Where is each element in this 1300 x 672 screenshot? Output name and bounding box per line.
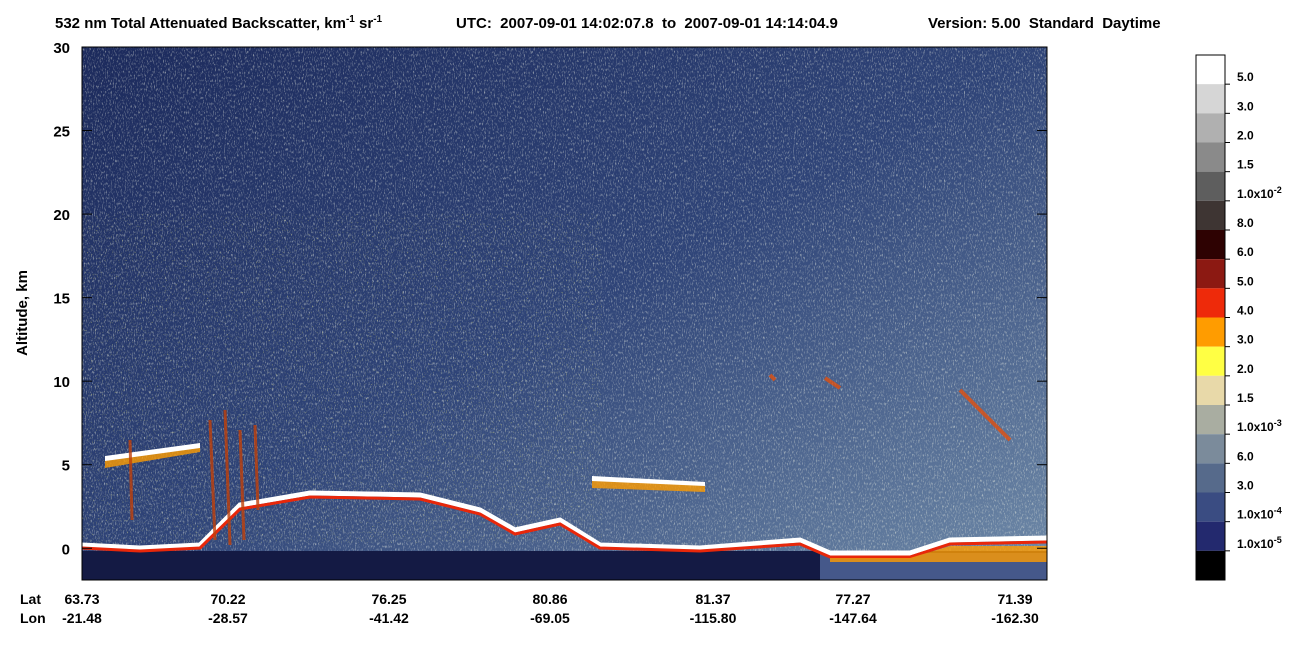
y-tick-label: 5 xyxy=(62,458,70,475)
colorbar-label: 2.0 xyxy=(1237,362,1254,376)
lat-label: 76.25 xyxy=(371,591,406,607)
title-text: 532 nm Total Attenuated Backscatter, km xyxy=(55,15,346,32)
colorbar-label-text: 2.0 xyxy=(1237,362,1254,376)
y-tick-label: 25 xyxy=(53,124,70,141)
lat-label: 77.27 xyxy=(835,591,870,607)
title-superscript: -1 xyxy=(346,14,355,25)
lon-label: -147.64 xyxy=(829,610,877,626)
colorbar-label-text: 1.0x10 xyxy=(1237,508,1274,522)
lon-label: -21.48 xyxy=(62,610,102,626)
colorbar-swatch xyxy=(1196,142,1225,172)
colorbar-swatch xyxy=(1196,317,1225,347)
lat-label: 71.39 xyxy=(997,591,1032,607)
lon-label: -115.80 xyxy=(690,610,737,626)
colorbar-label: 5.0 xyxy=(1237,70,1254,84)
colorbar-label-text: 4.0 xyxy=(1237,304,1254,318)
colorbar-label: 3.0 xyxy=(1237,479,1254,493)
colorbar-label: 1.0x10-4 xyxy=(1237,506,1282,522)
colorbar-label: 1.5 xyxy=(1237,158,1254,172)
backscatter-image xyxy=(81,47,1048,580)
colorbar-label: 3.0 xyxy=(1237,333,1254,347)
chart-title: 532 nm Total Attenuated Backscatter, km-… xyxy=(55,14,383,32)
colorbar-label: 1.5 xyxy=(1237,391,1254,405)
colorbar-swatch xyxy=(1196,521,1225,551)
colorbar-label-text: 2.0 xyxy=(1237,129,1254,143)
colorbar-label: 6.0 xyxy=(1237,449,1254,463)
colorbar-label-text: 3.0 xyxy=(1237,479,1254,493)
colorbar-label-text: 6.0 xyxy=(1237,449,1254,463)
colorbar-label: 6.0 xyxy=(1237,245,1254,259)
lat-label: 70.22 xyxy=(210,591,245,607)
colorbar-label-text: 5.0 xyxy=(1237,70,1254,84)
colorbar-label: 3.0 xyxy=(1237,99,1254,113)
colorbar-label: 1.0x10-2 xyxy=(1237,185,1282,201)
row-label: Lat xyxy=(20,591,41,607)
plot-frame xyxy=(81,46,1048,581)
colorbar-swatch xyxy=(1196,259,1225,289)
colorbar-label-text: 3.0 xyxy=(1237,99,1254,113)
colorbar-swatch xyxy=(1196,463,1225,493)
y-tick-label: 10 xyxy=(53,374,70,391)
lon-label: -162.30 xyxy=(991,610,1039,626)
lat-label: 81.37 xyxy=(695,591,730,607)
colorbar-label-text: 1.0x10 xyxy=(1237,187,1274,201)
lat-label: 80.86 xyxy=(532,591,567,607)
colorbar-label-text: 5.0 xyxy=(1237,274,1254,288)
colorbar-label-text: 3.0 xyxy=(1237,333,1254,347)
title-superscript: -1 xyxy=(373,14,382,25)
colorbar-label: 4.0 xyxy=(1237,304,1254,318)
colorbar-label: 1.0x10-5 xyxy=(1237,535,1282,551)
lon-label: -28.57 xyxy=(208,610,248,626)
lat-label: 63.73 xyxy=(64,591,99,607)
colorbar-label-text: 6.0 xyxy=(1237,245,1254,259)
colorbar-label-superscript: -3 xyxy=(1274,418,1282,428)
colorbar-swatch xyxy=(1196,113,1225,143)
colorbar-swatch xyxy=(1196,200,1225,230)
colorbar-label: 8.0 xyxy=(1237,216,1254,230)
colorbar-swatch xyxy=(1196,434,1225,464)
colorbar-swatch xyxy=(1196,492,1225,522)
y-tick-label: 0 xyxy=(62,541,70,558)
y-tick-label: 15 xyxy=(53,291,70,308)
colorbar-swatch xyxy=(1196,550,1225,580)
version: Version: 5.00 Standard Daytime xyxy=(928,15,1161,32)
colorbar-label-text: 1.5 xyxy=(1237,158,1254,172)
colorbar-label-text: 8.0 xyxy=(1237,216,1254,230)
utc-range: UTC: 2007-09-01 14:02:07.8 to 2007-09-01… xyxy=(456,15,838,32)
colorbar-label-superscript: -2 xyxy=(1274,185,1282,195)
colorbar-swatch xyxy=(1196,288,1225,318)
y-tick-label: 20 xyxy=(53,207,70,224)
y-axis-label: Altitude, km xyxy=(14,270,31,356)
colorbar-swatch xyxy=(1196,375,1225,405)
colorbar-label-superscript: -4 xyxy=(1274,506,1282,516)
colorbar-swatch xyxy=(1196,84,1225,114)
colorbar-label: 1.0x10-3 xyxy=(1237,418,1282,434)
colorbar-label-text: 1.0x10 xyxy=(1237,420,1274,434)
colorbar-swatch xyxy=(1196,230,1225,260)
title-text: sr xyxy=(355,15,374,32)
row-label: Lon xyxy=(20,610,46,626)
lon-label: -69.05 xyxy=(530,610,570,626)
colorbar-swatch xyxy=(1196,55,1225,85)
colorbar-label-text: 1.0x10 xyxy=(1237,537,1274,551)
colorbar-label: 5.0 xyxy=(1237,274,1254,288)
lon-label: -41.42 xyxy=(369,610,409,626)
colorbar-swatch xyxy=(1196,405,1225,435)
y-tick-label: 30 xyxy=(53,40,70,57)
colorbar-label-superscript: -5 xyxy=(1274,535,1282,545)
colorbar-swatch xyxy=(1196,346,1225,376)
colorbar-label-text: 1.5 xyxy=(1237,391,1254,405)
colorbar-label: 2.0 xyxy=(1237,129,1254,143)
colorbar-swatch xyxy=(1196,171,1225,201)
